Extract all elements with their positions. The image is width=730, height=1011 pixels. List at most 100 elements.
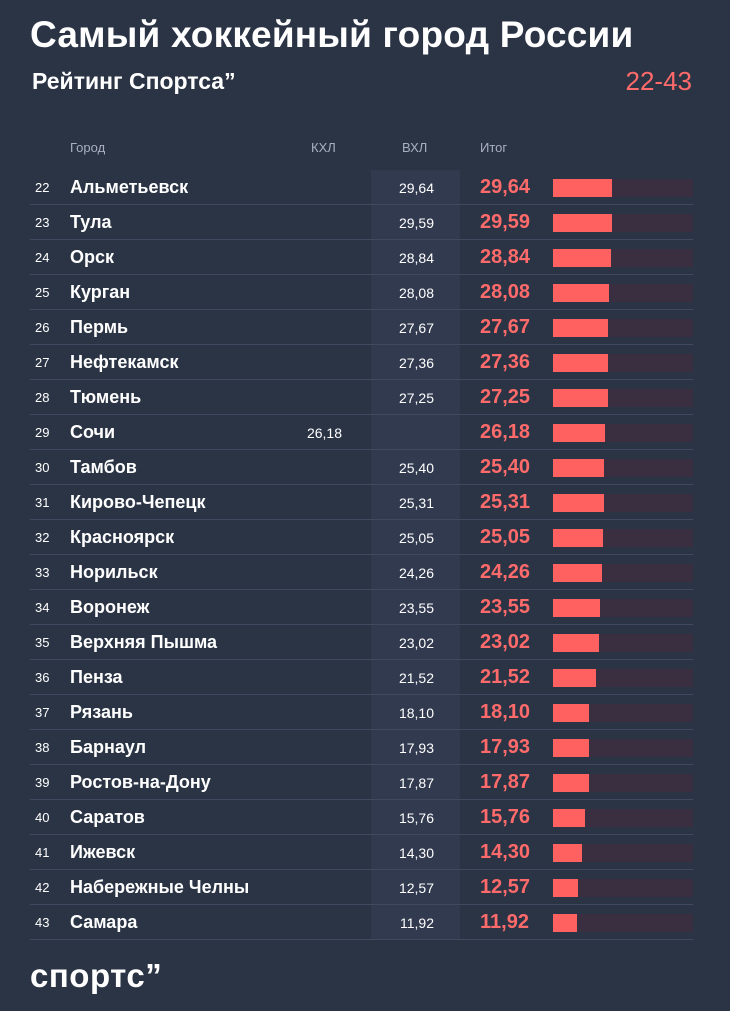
total-bar xyxy=(553,354,608,372)
table-row: 31 Кирово-Чепецк 25,31 25,31 xyxy=(0,485,730,520)
total-score: 15,76 xyxy=(480,806,531,828)
city-name: Тамбов xyxy=(70,457,137,477)
vhl-score: 25,40 xyxy=(398,460,434,476)
column-header-vhl: ВХЛ xyxy=(402,140,428,155)
chart-title: Самый хоккейный город России xyxy=(30,14,634,55)
column-header-city: Город xyxy=(70,140,106,155)
row-divider xyxy=(30,309,693,310)
total-score: 17,87 xyxy=(480,771,531,793)
rank-number: 23 xyxy=(35,215,50,230)
total-bar xyxy=(553,669,596,687)
total-score: 26,18 xyxy=(480,421,531,443)
city-name: Ростов-на-Дону xyxy=(70,772,211,792)
table-row: 33 Норильск 24,26 24,26 xyxy=(0,555,730,590)
total-score: 23,55 xyxy=(480,596,531,618)
total-bar xyxy=(553,599,600,617)
row-divider xyxy=(30,764,693,765)
table-row: 34 Воронеж 23,55 23,55 xyxy=(0,590,730,625)
city-name: Пенза xyxy=(70,667,123,687)
row-divider xyxy=(30,799,693,800)
total-score: 27,25 xyxy=(480,386,531,408)
rank-number: 41 xyxy=(35,845,50,860)
total-bar xyxy=(553,214,612,232)
rank-number: 39 xyxy=(35,775,50,790)
total-score: 14,30 xyxy=(480,841,531,863)
row-divider xyxy=(30,239,693,240)
total-score: 24,26 xyxy=(480,561,531,583)
row-divider xyxy=(30,589,693,590)
table-row: 38 Барнаул 17,93 17,93 xyxy=(0,730,730,765)
total-score: 25,05 xyxy=(480,526,531,548)
total-bar xyxy=(553,179,612,197)
column-header-khl: КХЛ xyxy=(311,140,336,155)
chart-subtitle: Рейтинг Спортса” xyxy=(32,68,236,94)
vhl-score: 23,55 xyxy=(398,600,434,616)
table-row: 39 Ростов-на-Дону 17,87 17,87 xyxy=(0,765,730,800)
total-bar xyxy=(553,459,604,477)
city-name: Самара xyxy=(70,912,138,932)
total-score: 21,52 xyxy=(480,666,531,688)
rank-number: 27 xyxy=(35,355,50,370)
table-row: 26 Пермь 27,67 27,67 xyxy=(0,310,730,345)
rank-number: 30 xyxy=(35,460,50,475)
total-bar xyxy=(553,494,604,512)
city-name: Нефтекамск xyxy=(70,352,179,372)
city-name: Пермь xyxy=(70,317,129,337)
table-row: 29 Сочи 26,18 26,18 xyxy=(0,415,730,450)
city-name: Тюмень xyxy=(70,387,142,407)
vhl-score: 14,30 xyxy=(398,845,434,861)
row-divider xyxy=(30,379,693,380)
total-bar xyxy=(553,634,599,652)
row-divider xyxy=(30,519,693,520)
vhl-score: 17,87 xyxy=(398,775,434,791)
city-name: Воронеж xyxy=(70,597,150,617)
row-divider xyxy=(30,554,693,555)
table-row: 25 Курган 28,08 28,08 xyxy=(0,275,730,310)
table-row: 43 Самара 11,92 11,92 xyxy=(0,905,730,940)
khl-score: 26,18 xyxy=(306,425,342,441)
vhl-score: 27,25 xyxy=(398,390,434,406)
table-row: 42 Набережные Челны 12,57 12,57 xyxy=(0,870,730,905)
total-score: 27,36 xyxy=(480,351,531,373)
table-row: 41 Ижевск 14,30 14,30 xyxy=(0,835,730,870)
table-row: 27 Нефтекамск 27,36 27,36 xyxy=(0,345,730,380)
rank-number: 43 xyxy=(35,915,50,930)
rank-number: 36 xyxy=(35,670,50,685)
table-row: 24 Орск 28,84 28,84 xyxy=(0,240,730,275)
vhl-score: 28,08 xyxy=(398,285,434,301)
vhl-score: 29,64 xyxy=(398,180,434,196)
vhl-score: 18,10 xyxy=(398,705,434,721)
table-row: 23 Тула 29,59 29,59 xyxy=(0,205,730,240)
city-name: Орск xyxy=(70,247,115,267)
total-score: 27,67 xyxy=(480,316,531,338)
vhl-column-background xyxy=(371,170,460,940)
city-name: Красноярск xyxy=(70,527,175,547)
row-divider xyxy=(30,344,693,345)
total-score: 11,92 xyxy=(480,911,529,933)
table-row: 40 Саратов 15,76 15,76 xyxy=(0,800,730,835)
row-divider xyxy=(30,869,693,870)
total-score: 18,10 xyxy=(480,701,531,723)
vhl-score: 15,76 xyxy=(398,810,434,826)
table-row: 28 Тюмень 27,25 27,25 xyxy=(0,380,730,415)
total-bar xyxy=(553,809,585,827)
total-bar xyxy=(553,249,611,267)
total-score: 25,31 xyxy=(480,491,531,513)
vhl-score: 25,05 xyxy=(398,530,434,546)
row-divider xyxy=(30,659,693,660)
total-bar xyxy=(553,389,608,407)
rank-number: 40 xyxy=(35,810,50,825)
column-header-total: Итог xyxy=(480,140,508,155)
vhl-score: 29,59 xyxy=(398,215,434,231)
row-divider xyxy=(30,484,693,485)
city-name: Рязань xyxy=(70,702,133,722)
total-bar xyxy=(553,319,608,337)
total-score: 12,57 xyxy=(480,876,531,898)
vhl-score: 17,93 xyxy=(398,740,434,756)
total-bar xyxy=(553,844,582,862)
total-bar xyxy=(553,529,603,547)
row-divider xyxy=(30,624,693,625)
rank-number: 26 xyxy=(35,320,50,335)
row-divider xyxy=(30,414,693,415)
total-bar xyxy=(553,914,577,932)
